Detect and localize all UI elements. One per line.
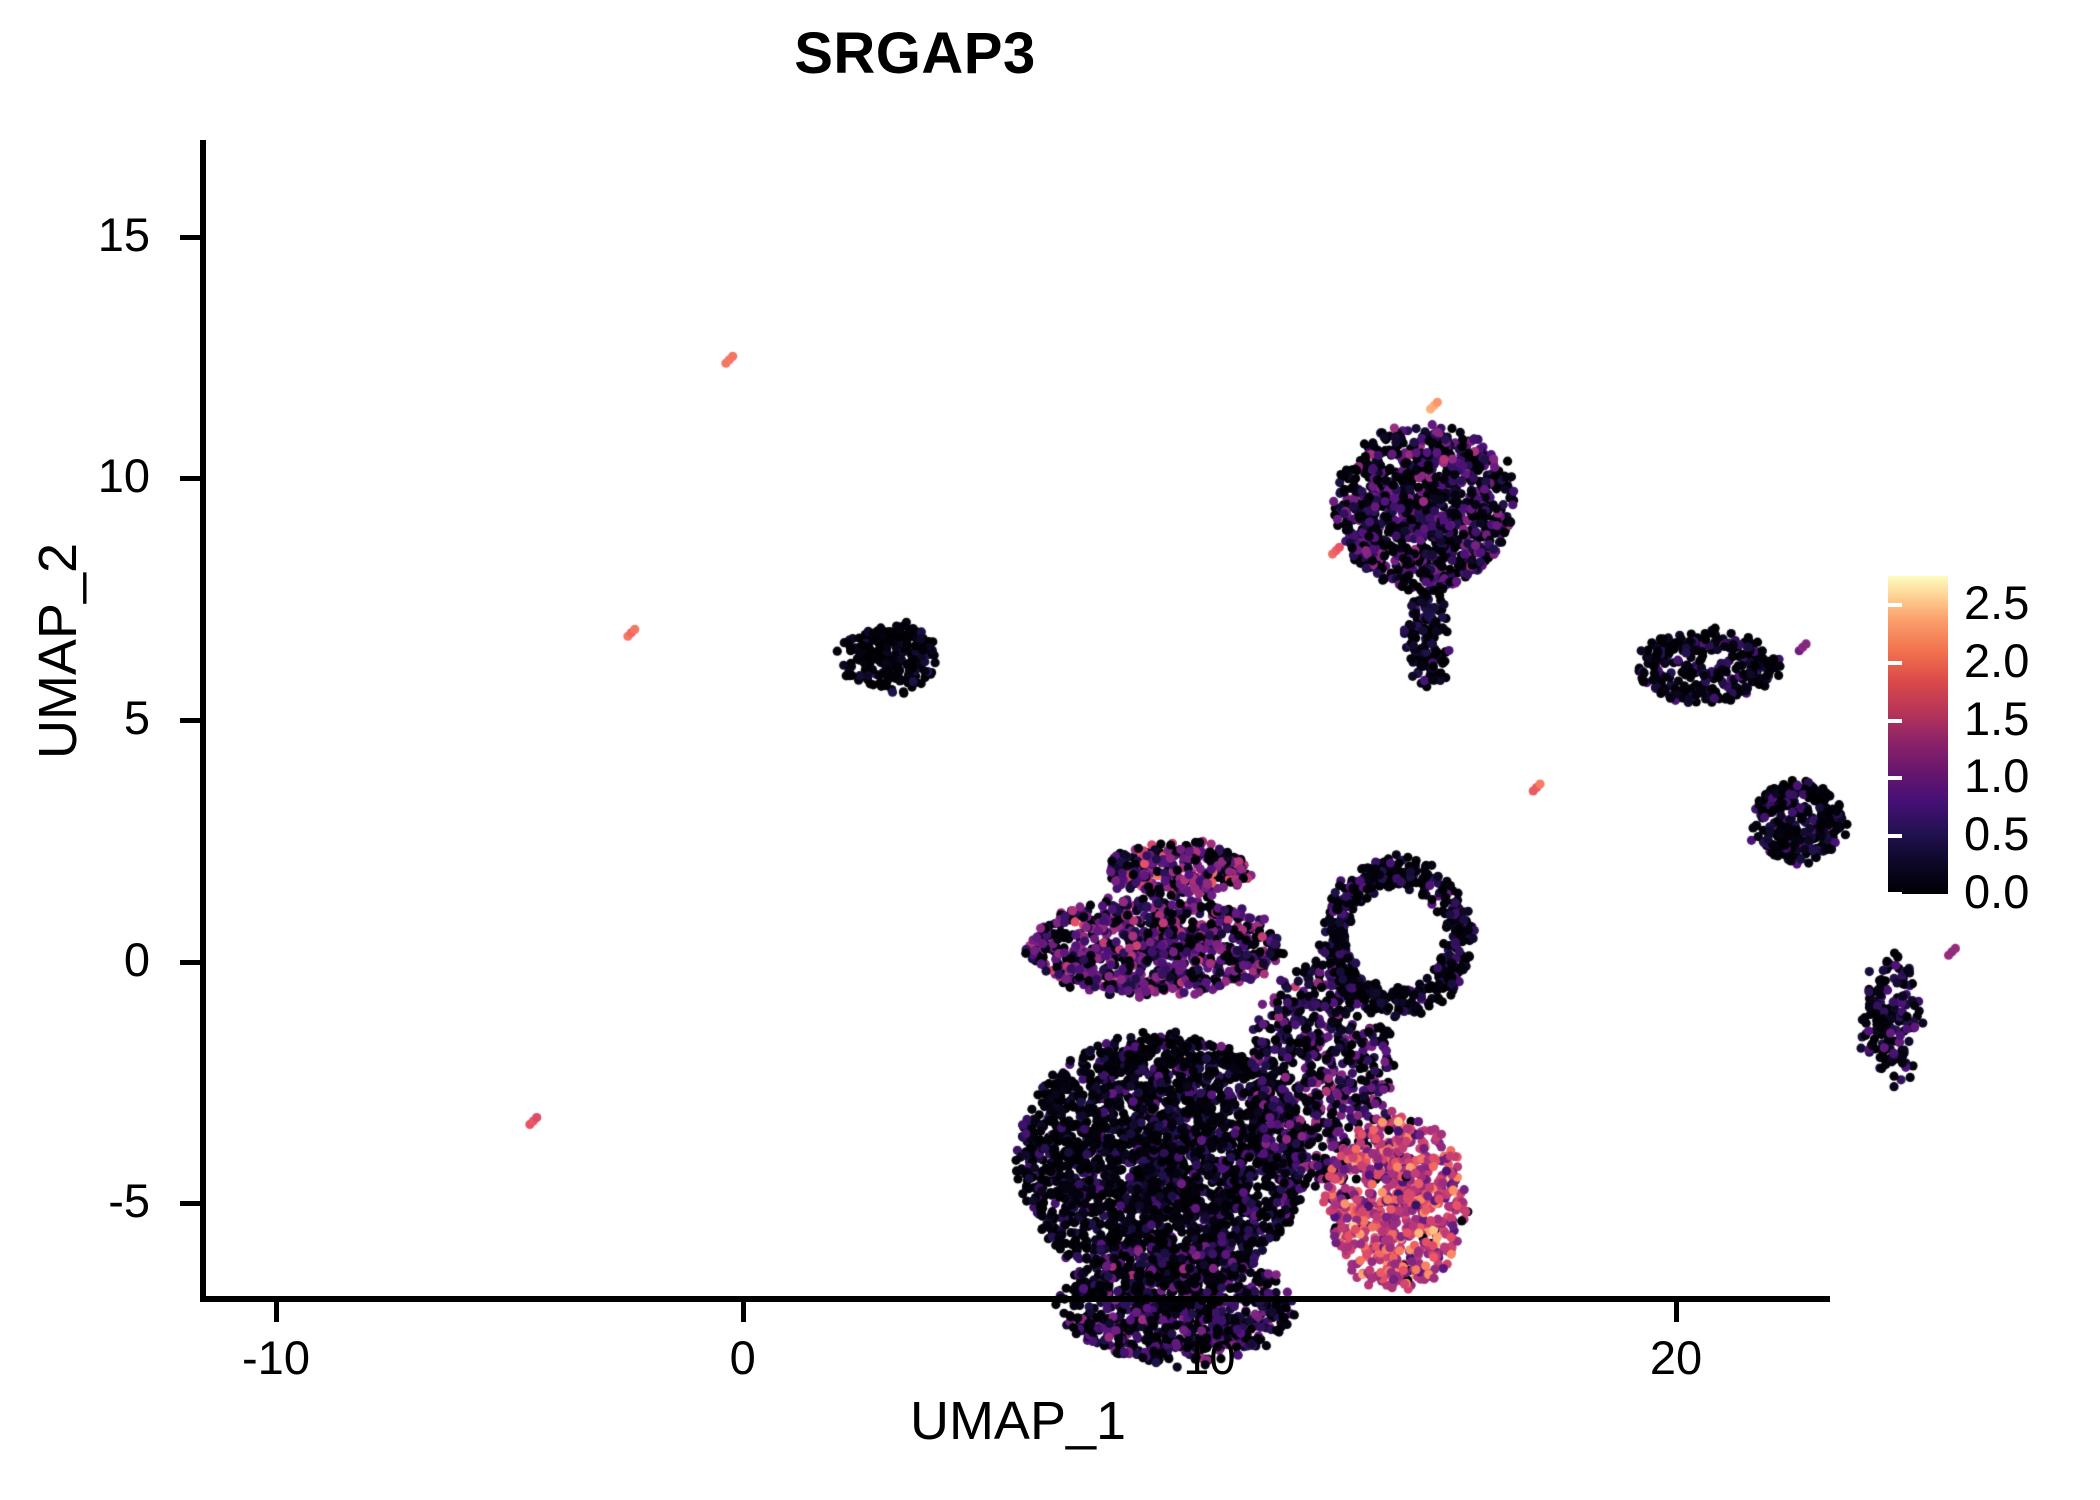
scatter-canvas [412,280,2036,1440]
scatter-points-layer [412,280,2036,1440]
plot-panel [206,140,2036,1440]
colorbar-tick-label: 1.5 [1964,691,2030,745]
y-tick-label: 10 [97,449,150,503]
colorbar-tick-mark [2064,660,2078,665]
x-axis-line [200,1296,1830,1302]
x-tick-mark [1674,1302,1679,1322]
colorbar-tick-mark [2064,892,2078,896]
y-tick-label: -5 [108,1174,150,1228]
colorbar-tick-label: 2.5 [1964,575,2030,629]
colorbar-tick-mark [1888,834,1902,839]
page-title: SRGAP3 [794,21,1036,86]
y-tick-label: 5 [123,691,150,744]
colorbar-tick-label: 0.0 [1964,865,2030,918]
colorbar-gradient [1888,576,1948,894]
x-tick-mark [274,1302,279,1322]
x-tick-mark [740,1302,746,1322]
colorbar-tick-mark [1888,892,1902,896]
colorbar-tick-mark [2064,602,2078,607]
colorbar-tick-mark [2064,834,2078,839]
colorbar-tick-mark [2064,718,2078,723]
color-legend: 0.0 0.5 1.0 1.5 2.0 2.5 [1888,576,2078,918]
y-tick-mark [180,476,200,482]
colorbar-tick-mark [1888,660,1902,665]
y-axis-line [200,140,206,1302]
y-tick-mark [180,959,200,965]
x-tick-label: 20 [1649,1331,1703,1384]
colorbar-tick-label: 1.0 [1964,749,2030,803]
y-tick-mark [180,234,200,240]
colorbar-tick-mark [2064,776,2078,781]
y-axis-label: UMAP_2 [28,542,88,760]
colorbar-tick-mark [1888,718,1902,723]
y-tick-mark [180,718,200,723]
colorbar-tick-label: 2.0 [1964,633,2030,687]
colorbar-tick-label: 0.5 [1964,807,2030,861]
colorbar-tick-mark [1888,776,1902,781]
x-tick-label: -10 [242,1331,310,1384]
x-tick-label: 10 [1183,1331,1236,1384]
x-axis-label: UMAP_1 [909,1391,1127,1451]
y-tick-label: 15 [97,207,150,261]
y-tick-mark [180,1201,200,1207]
colorbar-tick-mark [1888,602,1902,607]
y-tick-label: 0 [123,932,150,986]
x-tick-mark [1207,1302,1213,1322]
x-tick-label: 0 [729,1331,756,1384]
